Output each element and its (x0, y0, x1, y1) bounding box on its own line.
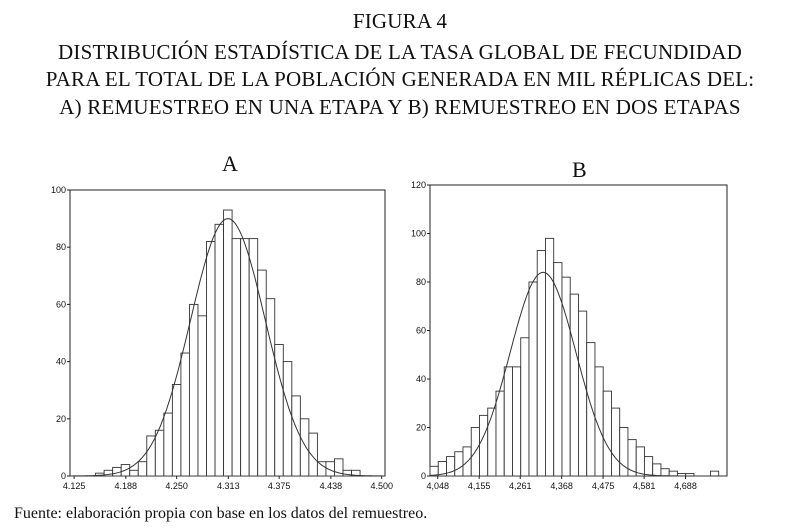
chart-b-x-tick-label: 4,368 (550, 481, 573, 491)
chart-a-label: A (222, 151, 238, 176)
chart-b-bar (602, 390, 612, 477)
chart-b-bar (586, 342, 596, 477)
chart-a-bar (291, 395, 301, 477)
chart-b-bar (454, 451, 464, 477)
chart-a-x-tick-label: 4.500 (370, 481, 393, 491)
chart-a-y-tick-label: 40 (56, 357, 66, 367)
chart-a-bar (316, 461, 327, 477)
chart-a-bar (248, 238, 259, 477)
chart-b-bar (536, 250, 546, 477)
chart-b-bar (643, 456, 654, 477)
chart-b-x-tick-label: 4,048 (426, 481, 449, 491)
chart-a-bar (265, 298, 276, 477)
chart-b-bar (578, 310, 588, 477)
chart-b-bar (668, 470, 678, 477)
chart-a-y-tick-label: 20 (56, 414, 66, 424)
chart-b-bar (512, 366, 522, 477)
figure-title-line-3: A) REMUESTREO EN UNA ETAPA Y B) REMUESTR… (59, 95, 741, 119)
chart-b-bar (487, 407, 497, 477)
chart-a-bar (171, 384, 182, 477)
chart-a-y-tick-label: 60 (56, 299, 66, 309)
chart-a-bar (129, 469, 139, 477)
chart-b-x-tick-label: 4,475 (592, 481, 615, 491)
chart-b-y-tick-label: 20 (416, 423, 426, 433)
chart-a-bar (351, 469, 361, 477)
chart-a-bar (231, 238, 242, 477)
chart-b-x-tick-label: 4,155 (468, 481, 491, 491)
chart-b-y-tick-label: 80 (416, 277, 426, 287)
chart-b-bar (619, 427, 629, 477)
chart-b-bar (569, 293, 579, 477)
chart-b-bar (709, 470, 720, 477)
chart-b-bar (495, 390, 505, 477)
chart-b-y-tick-label: 60 (416, 326, 426, 336)
chart-a-x-tick-label: 4.438 (320, 481, 343, 491)
chart-b-x-tick-label: 4,688 (674, 481, 697, 491)
chart-a-bar (334, 458, 344, 477)
chart-b-bar (611, 407, 621, 477)
chart-b-y-tick-label: 40 (416, 374, 426, 384)
chart-a-bar (282, 361, 293, 477)
chart-b-bar (479, 414, 489, 477)
figure-number: FIGURA 4 (352, 9, 448, 33)
chart-b-bar (635, 446, 645, 477)
source-note: Fuente: elaboración propia con base en l… (14, 505, 428, 522)
chart-a-normal-curve (70, 218, 385, 477)
chart-b-bar (652, 463, 662, 477)
chart-b-y-tick-label: 0 (421, 471, 426, 481)
chart-a-y-tick-label: 100 (51, 185, 66, 195)
chart-a-bar (240, 238, 250, 477)
chart-a-bar (197, 315, 207, 477)
chart-a-x-tick-label: 4.313 (217, 481, 240, 491)
chart-b-bar (520, 337, 530, 477)
chart-a-bar (180, 352, 190, 477)
chart-a-x-tick-label: 4.375 (268, 481, 291, 491)
figure-title-line-2: PARA EL TOTAL DE LA POBLACIÓN GENERADA E… (45, 67, 755, 91)
chart-b-normal-curve (429, 271, 727, 477)
chart-b-label: B (572, 157, 587, 182)
chart-b-bar (503, 366, 513, 477)
chart-a-bar (163, 412, 173, 477)
chart-a-x-tick-label: 4.125 (63, 481, 86, 491)
chart-a-bar (214, 223, 225, 477)
chart-a-bar (299, 418, 310, 477)
chart-b-x-tick-label: 4,261 (509, 481, 532, 491)
chart-b-bar (528, 281, 538, 477)
chart-b-y-tick-label: 120 (411, 180, 426, 190)
chart-a-bar (223, 209, 233, 477)
chart-a-x-tick-label: 4.188 (115, 481, 138, 491)
chart-a-bar (206, 241, 216, 477)
chart-a-bar (154, 429, 165, 477)
chart-a-y-tick-label: 80 (56, 242, 66, 252)
chart-a-bar (188, 303, 199, 477)
chart-a-bar (308, 432, 318, 477)
chart-a-y-tick-label: 0 (61, 471, 66, 481)
chart-a-bar (137, 461, 148, 477)
chart-b-x-tick-label: 4,581 (633, 481, 656, 491)
chart-b-bar (553, 262, 563, 477)
chart-a-x-tick-label: 4.250 (165, 481, 188, 491)
chart-a-bar (257, 269, 267, 477)
chart-b-bar (660, 468, 670, 477)
figure-title-line-1: DISTRIBUCIÓN ESTADÍSTICA DE LA TASA GLOB… (58, 40, 742, 64)
chart-a-bar (146, 435, 156, 477)
chart-b-y-tick-label: 100 (411, 229, 426, 239)
